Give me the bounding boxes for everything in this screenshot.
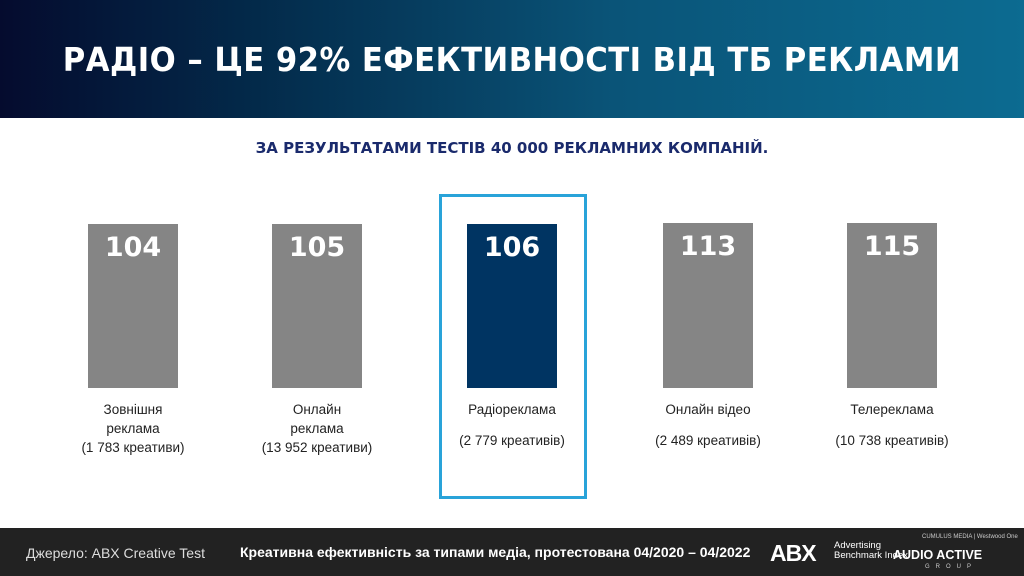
- category-label: Радіореклама (2 779 креативів): [422, 400, 602, 450]
- creatives-count: (2 489 креативів): [655, 433, 761, 448]
- bar: 104: [88, 223, 178, 388]
- creatives-count: (2 779 креативів): [459, 433, 565, 448]
- category-name: Телереклама: [850, 402, 934, 417]
- abx-logo-subtitle: Advertising Benchmark Index: [834, 541, 908, 561]
- data-label: 106: [483, 231, 541, 263]
- cumulus-westwood-logo: CUMULUS MEDIA | Westwood One: [922, 534, 1018, 540]
- audio-active-logo: AUDIO ACTIVE: [893, 548, 983, 562]
- creatives-count: (1 783 креативи): [81, 440, 185, 455]
- header-banner: РАДІО – ЦЕ 92% ЕФЕКТИВНОСТІ ВІД ТБ РЕКЛА…: [0, 0, 1024, 118]
- bar: 115: [847, 223, 937, 388]
- abx-sub1: Advertising: [834, 540, 881, 551]
- category-name: Онлайн відео: [665, 402, 751, 417]
- bar: 113: [663, 223, 753, 388]
- data-label: 113: [679, 231, 737, 263]
- data-label: 104: [104, 231, 162, 263]
- footer-description: Креативна ефективність за типами медіа, …: [240, 544, 751, 560]
- category-name: Радіореклама: [468, 402, 556, 417]
- highlight-frame: [439, 194, 587, 499]
- category-label: Онлайн реклама (13 952 креативи): [227, 400, 407, 457]
- category-label: Зовнішня реклама (1 783 креативи): [43, 400, 223, 457]
- footer: Джерело: ABX Creative Test Креативна ефе…: [0, 528, 1024, 576]
- bar: 105: [272, 223, 362, 388]
- creatives-count: (13 952 креативи): [261, 440, 373, 455]
- page-title: РАДІО – ЦЕ 92% ЕФЕКТИВНОСТІ ВІД ТБ РЕКЛА…: [62, 39, 962, 79]
- source-text: Джерело: ABX Creative Test: [26, 545, 205, 561]
- category-name: Онлайн реклама: [290, 402, 344, 436]
- audio-active-group: GROUP: [925, 564, 978, 570]
- abx-sub2: Benchmark Index: [834, 550, 908, 561]
- abx-logo: ABX: [770, 540, 817, 566]
- data-label: 105: [288, 231, 346, 263]
- bar: 106: [467, 223, 557, 388]
- category-name: Зовнішня реклама: [103, 402, 163, 436]
- subtitle: ЗА РЕЗУЛЬТАТАМИ ТЕСТІВ 40 000 РЕКЛАМНИХ …: [255, 139, 769, 157]
- category-label: Онлайн відео (2 489 креативів): [618, 400, 798, 450]
- data-label: 115: [863, 231, 921, 262]
- category-label: Телереклама (10 738 креативів): [802, 400, 982, 450]
- creatives-count: (10 738 креативів): [835, 433, 949, 448]
